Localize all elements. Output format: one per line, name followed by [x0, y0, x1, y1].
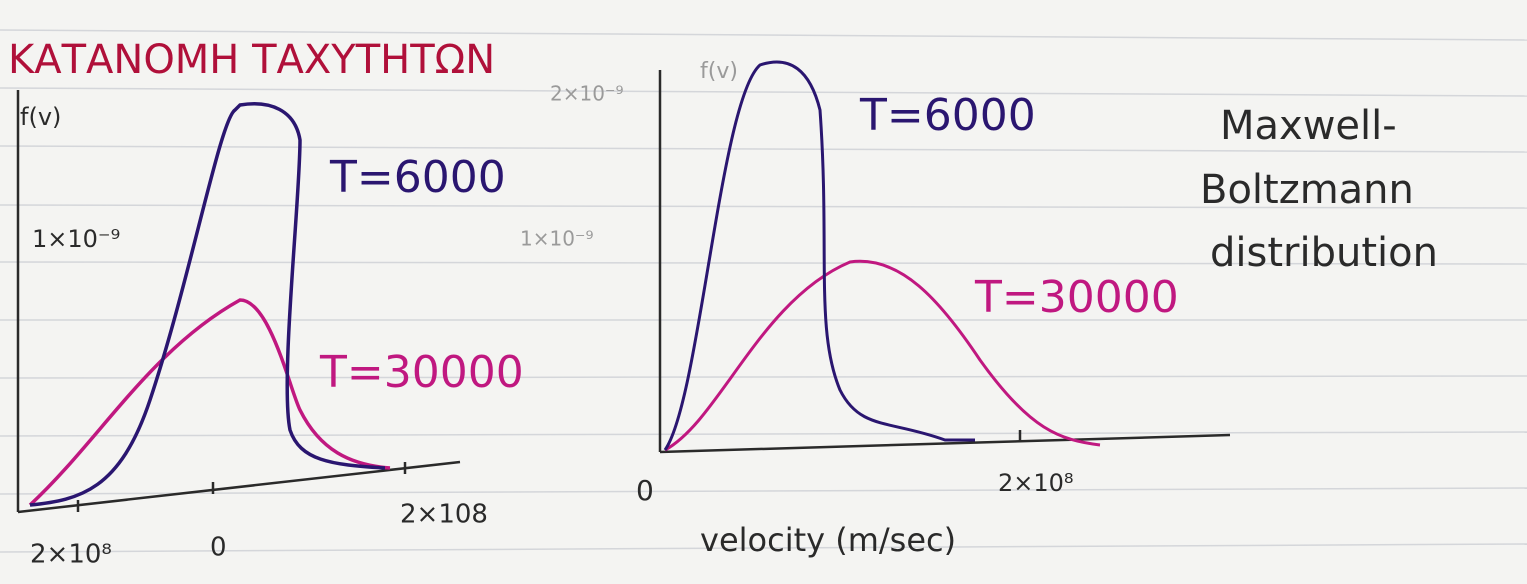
y-tick-label: 2×10⁻⁹	[550, 82, 624, 106]
x-tick-label: 2×108	[400, 500, 488, 530]
x-tick-label: 0	[636, 474, 654, 507]
x-tick-label: 0	[210, 533, 227, 563]
note-line: Maxwell-	[1220, 103, 1397, 149]
x-axis-label: velocity (m/sec)	[700, 521, 956, 559]
y-tick-label: 1×10⁻⁹	[520, 227, 594, 251]
x-tick-label: 2×10⁸	[998, 469, 1074, 497]
paper	[0, 0, 1527, 584]
note-line: distribution	[1210, 230, 1438, 276]
curve-label: T=6000	[859, 90, 1036, 141]
note-line: Boltzmann	[1200, 167, 1414, 213]
curve-label: T=30000	[974, 272, 1179, 323]
x-tick-label: 2×10⁸	[30, 540, 112, 570]
curve-label: T=6000	[329, 152, 506, 203]
y-tick-label: 1×10⁻⁹	[32, 225, 120, 253]
y-axis-label: f(v)	[20, 103, 61, 131]
curve-label: T=30000	[319, 347, 524, 398]
page-title: ΚΑΤΑΝΟΜΗ ΤΑΧΥΤΗΤΩΝ	[8, 37, 495, 83]
notebook-page: ΚΑΤΑΝΟΜΗ ΤΑΧΥΤΗΤΩΝ f(v) 1×10⁻⁹ T=6000 T=…	[0, 0, 1527, 584]
y-axis-label: f(v)	[700, 59, 738, 84]
